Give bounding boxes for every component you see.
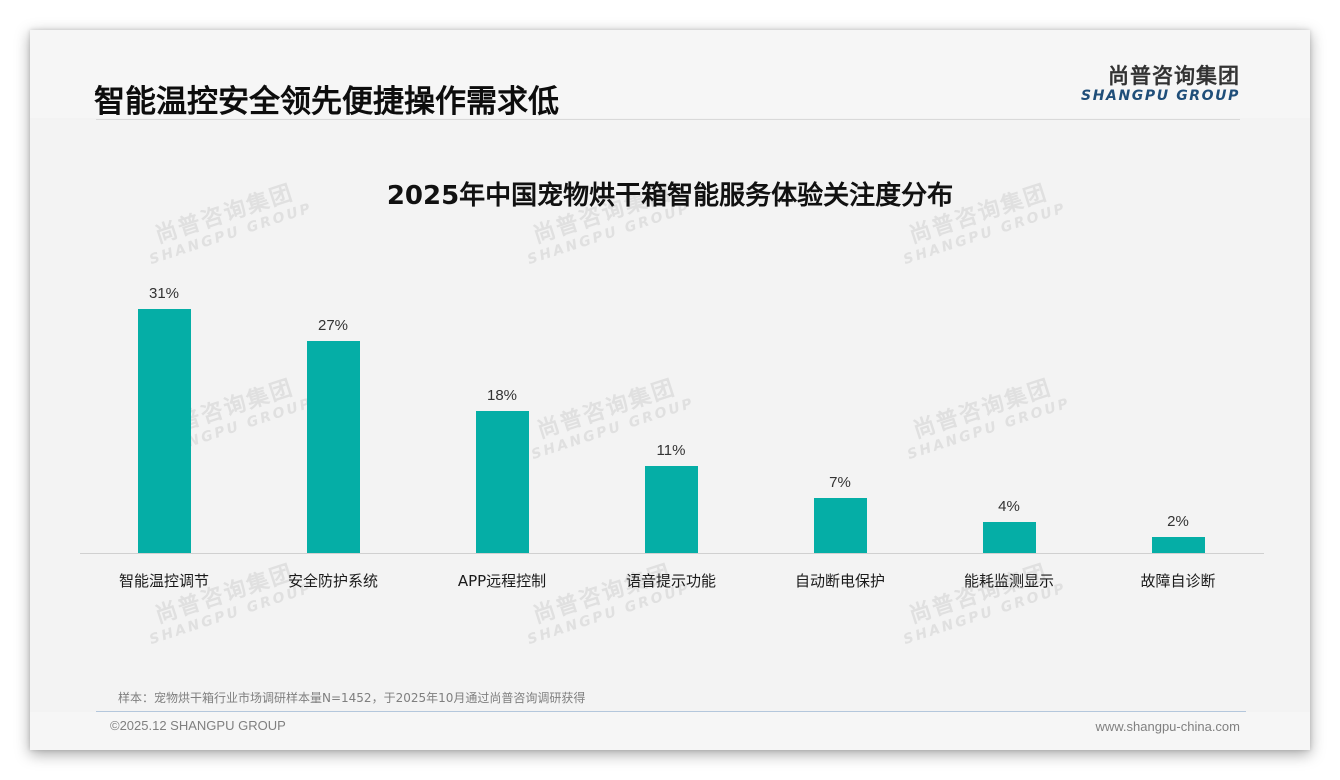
bar bbox=[814, 497, 867, 553]
footer-band bbox=[30, 712, 1310, 750]
copyright-text: ©2025.12 SHANGPU GROUP bbox=[110, 718, 286, 733]
bar-group: 18% APP远程控制 bbox=[422, 30, 582, 750]
category-label: 故障自诊断 bbox=[1140, 572, 1216, 590]
category-label: 语音提示功能 bbox=[625, 572, 716, 590]
title-divider bbox=[96, 119, 1240, 120]
category-label: 能耗监测显示 bbox=[963, 572, 1054, 590]
logo-chinese: 尚普咨询集团 bbox=[1108, 64, 1240, 88]
bar-group: 11% 语音提示功能 bbox=[591, 30, 751, 750]
bar-value-label: 31% bbox=[148, 285, 180, 303]
bar-group: 4% 能耗监测显示 bbox=[929, 30, 1089, 750]
bar bbox=[138, 309, 191, 553]
bar bbox=[1152, 537, 1205, 553]
bar bbox=[307, 340, 360, 553]
category-label: 安全防护系统 bbox=[287, 572, 378, 590]
footer-divider bbox=[96, 711, 1246, 712]
category-label: 自动断电保护 bbox=[794, 572, 885, 590]
logo-english: SHANGPU GROUP bbox=[1081, 88, 1240, 104]
bar-group: 27% 安全防护系统 bbox=[253, 30, 413, 750]
bar-chart: 31% 智能温控调节 27% 安全防护系统 18% APP远程控制 11% 语音提示功能 7% 自… bbox=[30, 30, 1310, 750]
bar-group: 2% 故障自诊断 bbox=[1098, 30, 1258, 750]
bar-value-label: 27% bbox=[317, 316, 349, 334]
chart-title: 2025年中国宠物烘干箱智能服务体验关注度分布 bbox=[386, 181, 954, 211]
category-label: 智能温控调节 bbox=[118, 572, 209, 590]
bar-value-label: 11% bbox=[656, 442, 686, 460]
bar-value-label: 2% bbox=[1167, 513, 1189, 531]
page-title: 智能温控安全领先便捷操作需求低 bbox=[94, 84, 559, 120]
x-axis-line bbox=[80, 553, 1264, 554]
bar bbox=[645, 466, 698, 553]
bar bbox=[983, 521, 1036, 553]
header-band bbox=[30, 30, 1310, 118]
bar-group: 31% 智能温控调节 bbox=[84, 30, 244, 750]
bar bbox=[476, 411, 529, 553]
bar-value-label: 18% bbox=[486, 387, 518, 405]
bar-value-label: 7% bbox=[829, 473, 851, 491]
sample-note: 样本：宠物烘干箱行业市场调研样本量N=1452，于2025年10月通过尚普咨询调… bbox=[118, 691, 586, 705]
company-logo: 尚普咨询集团 SHANGPU GROUP bbox=[1080, 64, 1240, 104]
bar-value-label: 4% bbox=[998, 497, 1020, 515]
website-link[interactable]: www.shangpu-china.com bbox=[1095, 719, 1240, 734]
bar-group: 7% 自动断电保护 bbox=[760, 30, 920, 750]
slide: 智能温控安全领先便捷操作需求低 尚普咨询集团 SHANGPU GROUP 尚普咨… bbox=[30, 30, 1310, 750]
category-label: APP远程控制 bbox=[457, 572, 547, 590]
